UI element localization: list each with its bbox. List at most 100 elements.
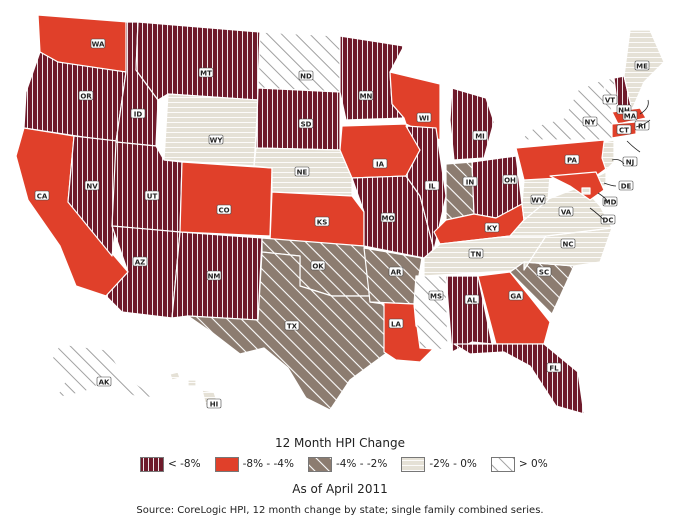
state-abbr: NC: [563, 241, 574, 249]
state-mt[interactable]: [135, 21, 261, 101]
state-label-bg: [424, 180, 440, 191]
state-label-bg: [208, 134, 224, 145]
legend-label: -4% - -2%: [335, 458, 388, 470]
state-label-mn: MN: [358, 90, 374, 101]
state-label-bg: [622, 156, 638, 167]
state-label-nc: NC: [560, 238, 576, 249]
legend-item-lt-minus-8: < -8%: [140, 456, 201, 472]
state-label-al: AL: [464, 294, 480, 305]
state-label-bg: [358, 90, 374, 101]
state-abbr: MT: [200, 70, 212, 78]
state-label-in: IN: [462, 176, 478, 187]
state-label-bg: [618, 180, 634, 191]
state-ms[interactable]: [413, 275, 449, 351]
state-wi[interactable]: [389, 71, 441, 141]
state-label-nd: ND: [298, 70, 314, 81]
state-label-bg: [484, 222, 500, 233]
state-label-va: VA: [558, 206, 574, 217]
state-label-wa: WA: [90, 38, 106, 49]
state-label-ca: CA: [34, 190, 50, 201]
state-label-bg: [144, 190, 160, 201]
legend-item-gt-0: > 0%: [490, 456, 548, 472]
legend-item-minus-4-to-minus-2: -4% - -2%: [307, 456, 388, 472]
state-label-ma: MA: [622, 110, 638, 121]
source-note: Source: CoreLogic HPI, 12 month change b…: [136, 505, 544, 516]
legend: < -8% -8% - -4% -4% - -2% -2% - 0% > 0%: [140, 455, 562, 473]
state-nj[interactable]: [601, 139, 615, 171]
state-abbr: OK: [312, 263, 324, 271]
state-ny[interactable]: [519, 79, 615, 141]
state-abbr: WY: [210, 137, 224, 145]
state-label-me: ME: [634, 60, 650, 71]
state-abbr: VA: [561, 209, 572, 217]
state-ga[interactable]: [477, 271, 551, 345]
state-label-bg: [206, 270, 222, 281]
state-label-dc: DC: [600, 214, 616, 225]
state-abbr: HI: [210, 401, 218, 409]
state-fl[interactable]: [453, 343, 585, 415]
state-abbr: MN: [360, 93, 373, 101]
state-label-bg: [564, 154, 580, 165]
state-abbr: AZ: [135, 259, 146, 267]
state-co[interactable]: [179, 161, 273, 237]
legend-item-minus-8-to-minus-4: -8% - -4%: [214, 456, 294, 472]
state-abbr: NM: [208, 273, 221, 281]
state-in[interactable]: [445, 161, 475, 221]
state-abbr: AL: [467, 297, 477, 305]
state-label-bg: [468, 248, 484, 259]
state-label-nj: NJ: [622, 156, 638, 167]
state-label-az: AZ: [132, 256, 148, 267]
state-label-bg: [546, 362, 562, 373]
state-ak[interactable]: [47, 343, 159, 399]
state-abbr: KS: [317, 219, 327, 227]
state-label-ny: NY: [582, 116, 598, 127]
legend-title: 12 Month HPI Change: [274, 436, 406, 450]
state-label-tn: TN: [468, 248, 484, 259]
state-label-ne: NE: [294, 166, 310, 177]
state-abbr: WV: [531, 197, 545, 205]
state-label-bg: [582, 116, 598, 127]
state-label-bg: [314, 216, 330, 227]
state-abbr: NH: [618, 107, 630, 115]
state-abbr: DE: [621, 183, 632, 191]
state-abbr: NY: [585, 119, 597, 127]
state-label-bg: [472, 130, 488, 141]
state-label-bg: [464, 294, 480, 305]
state-abbr: IN: [466, 179, 475, 187]
state-label-ky: KY: [484, 222, 500, 233]
state-label-ct: CT: [616, 124, 632, 135]
state-dc[interactable]: [581, 187, 591, 195]
state-label-co: CO: [216, 204, 232, 215]
state-label-ut: UT: [144, 190, 160, 201]
state-label-bg: [634, 60, 650, 71]
state-abbr: MI: [475, 133, 485, 141]
state-label-bg: [84, 180, 100, 191]
state-label-wv: WV: [530, 194, 546, 205]
state-label-bg: [132, 256, 148, 267]
state-abbr: CO: [218, 207, 229, 215]
state-label-bg: [34, 190, 50, 201]
state-abbr: MA: [624, 113, 637, 121]
state-label-sc: SC: [536, 266, 552, 277]
state-sd[interactable]: [255, 87, 341, 151]
state-label-de: DE: [618, 180, 634, 191]
state-abbr: SD: [301, 121, 312, 129]
state-abbr: WA: [92, 41, 105, 49]
state-abbr: IL: [428, 183, 436, 191]
state-label-bg: [558, 206, 574, 217]
legend-item-minus-2-to-0: -2% - 0%: [401, 456, 477, 472]
state-al[interactable]: [445, 275, 493, 353]
state-label-bg: [502, 174, 518, 185]
state-ia[interactable]: [339, 123, 421, 179]
state-abbr: ID: [134, 111, 143, 119]
state-label-ar: AR: [388, 266, 404, 277]
state-label-bg: [508, 290, 524, 301]
state-nd[interactable]: [257, 31, 341, 93]
state-label-bg: [78, 90, 94, 101]
state-abbr: IA: [376, 161, 385, 169]
state-abbr: TX: [287, 323, 298, 331]
state-abbr: OR: [80, 93, 92, 101]
state-pa[interactable]: [515, 139, 611, 181]
state-wy[interactable]: [163, 93, 259, 167]
state-mi[interactable]: [449, 87, 495, 161]
